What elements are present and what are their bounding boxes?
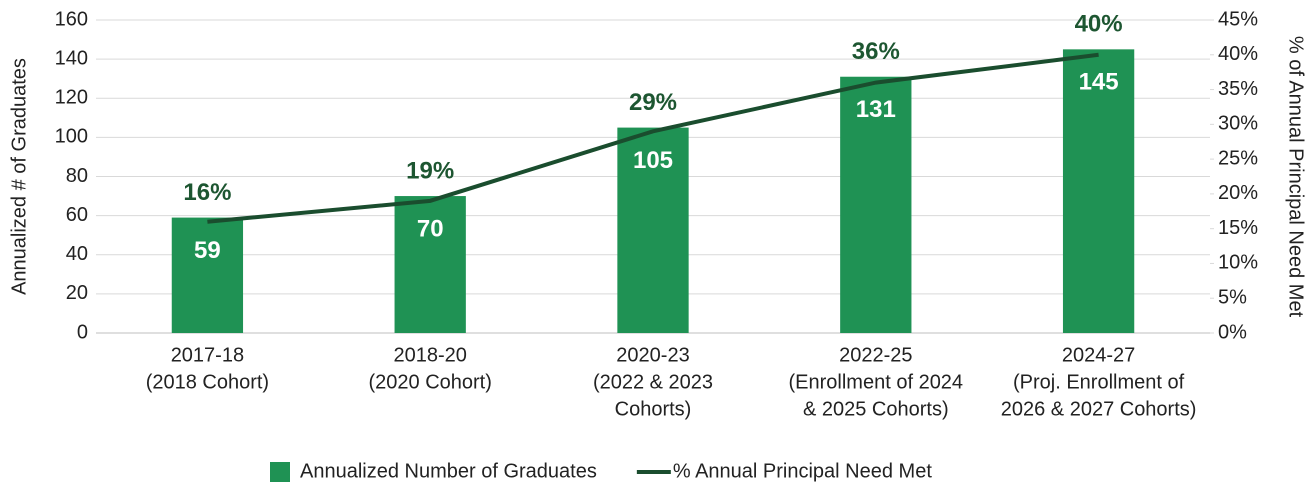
y-tick-label: 20 [66, 282, 88, 304]
y2-tick-label: 35% [1218, 78, 1258, 100]
x-tick-label: 2017-18 [171, 344, 244, 366]
x-tick-label: (Proj. Enrollment of [1013, 371, 1185, 393]
line [207, 52, 1099, 224]
y2-tick-label: 10% [1218, 252, 1258, 274]
y-tick-label: 60 [66, 204, 88, 226]
bar-value-label: 70 [417, 215, 444, 242]
bar [171, 217, 244, 333]
y-tick-label: 40 [66, 243, 88, 265]
legend-label: % Annual Principal Need Met [673, 460, 932, 482]
bar [394, 196, 466, 333]
y-tick-label: 140 [55, 47, 88, 69]
legend-swatch [270, 462, 290, 482]
y2-axis-title: % of Annual Principal Need Met [1285, 36, 1307, 318]
bar [840, 76, 912, 333]
y-axis-title: Annualized # of Graduates [8, 58, 30, 295]
y-tick-label: 120 [55, 87, 88, 109]
y2-tick-label: 40% [1218, 43, 1258, 65]
bar-value-label: 145 [1079, 69, 1119, 96]
y-tick-label: 80 [66, 165, 88, 187]
bar-value-label: 105 [633, 147, 673, 174]
x-tick-label: 2024-27 [1062, 344, 1135, 366]
y2-tick-label: 20% [1218, 182, 1258, 204]
y2-tick-label: 5% [1218, 287, 1247, 309]
x-tick-label: (2018 Cohort) [146, 371, 269, 393]
x-tick-label: Cohorts) [615, 398, 692, 420]
y2-tick-label: 30% [1218, 113, 1258, 135]
x-tick-label: 2018-20 [393, 344, 466, 366]
y2-tick-label: 25% [1218, 147, 1258, 169]
line-value-label: 29% [629, 89, 677, 116]
y2-tick-label: 45% [1218, 8, 1258, 30]
x-tick-label: 2022-25 [839, 344, 912, 366]
x-tick-label: (2022 & 2023 [593, 371, 713, 393]
x-tick-label: 2026 & 2027 Cohorts) [1001, 398, 1197, 420]
bar-value-label: 59 [194, 237, 221, 264]
line-value-label: 36% [852, 38, 900, 65]
y2-tick-label: 0% [1218, 321, 1247, 343]
x-tick-label: (2020 Cohort) [368, 371, 491, 393]
bar [617, 127, 689, 333]
line-value-label: 40% [1075, 11, 1123, 38]
x-tick-label: & 2025 Cohorts) [803, 398, 949, 420]
line-value-label: 19% [406, 157, 454, 184]
x-tick-label: (Enrollment of 2024 [789, 371, 964, 393]
bar-value-label: 131 [856, 96, 896, 123]
x-tick-label: 2020-23 [616, 344, 689, 366]
y-tick-label: 0 [77, 321, 88, 343]
legend-label: Annualized Number of Graduates [300, 460, 597, 482]
bar [1062, 49, 1135, 333]
y2-tick-label: 15% [1218, 217, 1258, 239]
y-tick-label: 100 [55, 126, 88, 148]
line-value-label: 16% [183, 179, 231, 206]
y-tick-label: 160 [55, 8, 88, 30]
